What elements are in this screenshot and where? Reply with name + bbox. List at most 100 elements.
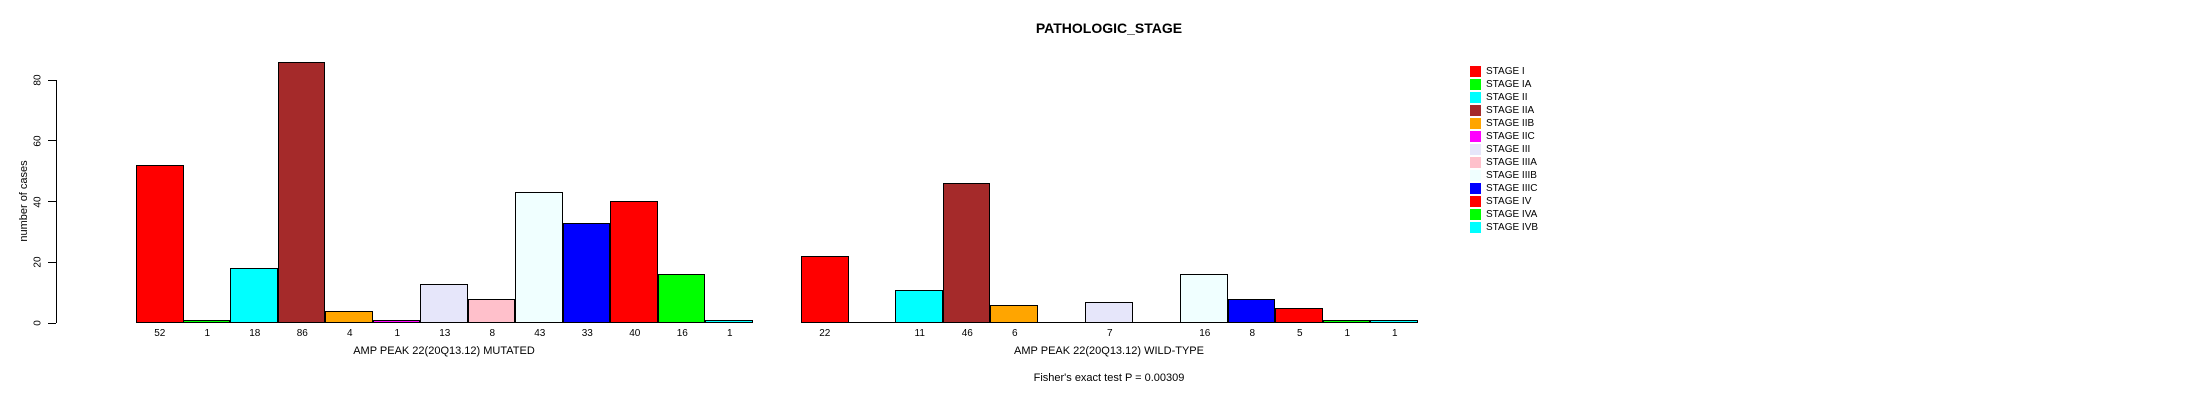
bar-value-label: 7 <box>1106 328 1113 339</box>
bar-value-label <box>1134 328 1182 339</box>
bar-value-label: 11 <box>914 328 925 339</box>
bar-stage-ia <box>182 320 230 323</box>
legend-item: STAGE II <box>1470 91 1538 104</box>
bar-slot <box>230 268 279 323</box>
bar-value-label: 1 <box>1344 328 1351 339</box>
bar-stage-iic <box>372 320 420 323</box>
legend-item: STAGE IA <box>1470 78 1538 91</box>
y-tick <box>48 261 56 263</box>
bar-stage-iii <box>420 284 468 323</box>
legend-swatch <box>1470 144 1481 155</box>
legend-label: STAGE IIIC <box>1486 183 1538 194</box>
bar-stage-iva <box>657 274 705 323</box>
legend-swatch <box>1470 157 1481 168</box>
bar-stage-iiib <box>515 192 563 323</box>
bar-value-label: 1 <box>394 328 401 339</box>
legend-swatch <box>1470 170 1481 181</box>
y-axis-line <box>56 80 57 323</box>
bar-stage-ii <box>230 268 278 323</box>
bar-slot <box>942 183 992 323</box>
bar-value-label: 86 <box>296 328 308 339</box>
bar-value-label <box>849 328 897 339</box>
fisher-test-note: Fisher's exact test P = 0.00309 <box>1033 372 1185 384</box>
legend-item: STAGE III <box>1470 143 1538 156</box>
bar-value-label: 43 <box>534 328 546 339</box>
bar-stage-ii <box>895 290 943 323</box>
bar-slot <box>1085 302 1134 323</box>
legend-item: STAGE I <box>1470 65 1538 78</box>
bar-slot <box>990 305 1039 323</box>
bar-value-label: 1 <box>726 328 733 339</box>
bar-stage-iic <box>1037 322 1085 323</box>
bar-slot <box>705 320 754 323</box>
bar-value-label: 16 <box>676 328 688 339</box>
legend-label: STAGE I <box>1486 66 1525 77</box>
y-tick <box>48 322 56 324</box>
bar-stage-ivb <box>1370 320 1418 323</box>
bar-stage-iva <box>1322 320 1370 323</box>
bar-stage-ia <box>847 322 895 323</box>
bar-slot <box>467 299 517 323</box>
bar-value-label: 6 <box>1011 328 1018 339</box>
y-axis-title-text: number of cases <box>18 160 30 242</box>
bar-stage-iiib <box>1180 274 1228 323</box>
bar-slot <box>515 192 564 323</box>
bar-slot <box>1180 274 1229 323</box>
bar-stage-iia <box>277 62 325 323</box>
bar-slot <box>1370 320 1419 323</box>
bar-slot <box>1227 299 1277 323</box>
bar-slot <box>372 320 422 323</box>
y-tick <box>48 79 56 81</box>
bar-slot <box>325 311 374 323</box>
bar-stage-i <box>136 165 184 323</box>
bar-value-label: 40 <box>629 328 641 339</box>
bar-value-label: 4 <box>346 328 353 339</box>
bar-slot <box>610 201 659 323</box>
bar-value-label: 1 <box>1391 328 1398 339</box>
legend-label: STAGE II <box>1486 92 1528 103</box>
bar-value-label: 8 <box>489 328 496 339</box>
legend-label: STAGE IIIA <box>1486 157 1537 168</box>
legend-swatch <box>1470 196 1481 207</box>
bar-slot <box>1132 322 1182 323</box>
legend-item: STAGE IIA <box>1470 104 1538 117</box>
legend-item: STAGE IIIA <box>1470 156 1538 169</box>
legend-swatch <box>1470 131 1481 142</box>
x-axis-label-wildtype: AMP PEAK 22(20Q13.12) WILD-TYPE <box>1014 345 1204 357</box>
bar-slot <box>1275 308 1324 323</box>
y-tick-label-text: 20 <box>32 256 44 268</box>
y-tick-label-text: 60 <box>32 135 44 147</box>
bar-slot <box>277 62 327 323</box>
bar-value-label: 52 <box>154 328 166 339</box>
bar-slot <box>1322 320 1372 323</box>
bar-slot <box>182 320 232 323</box>
bar-stage-iib <box>990 305 1038 323</box>
legend-label: STAGE IVB <box>1486 222 1539 233</box>
panel-mutated-value-labels: 52 1 18 86 4 1 13 8 43 33 40 16 1 <box>136 328 754 339</box>
bar-slot <box>562 223 612 323</box>
bar-value-label: 33 <box>581 328 593 339</box>
legend-swatch <box>1470 222 1481 233</box>
bar-stage-iib <box>325 311 373 323</box>
panel-mutated-bars <box>136 40 754 323</box>
bar-slot <box>420 284 469 323</box>
bar-slot <box>801 256 849 323</box>
y-tick-label-text: 0 <box>32 320 44 326</box>
bar-value-label: 18 <box>249 328 261 339</box>
bar-slot <box>895 290 944 323</box>
bar-value-label: 46 <box>961 328 973 339</box>
bar-slot <box>136 165 184 323</box>
legend-swatch <box>1470 79 1481 90</box>
bar-value-label: 8 <box>1249 328 1256 339</box>
bar-slot <box>847 322 897 323</box>
bar-stage-i <box>801 256 849 323</box>
bar-value-label: 1 <box>204 328 211 339</box>
panel-wildtype-value-labels: 22 11 46 6 7 16 8 5 1 1 <box>801 328 1419 339</box>
legend-swatch <box>1470 183 1481 194</box>
y-tick <box>48 140 56 142</box>
legend-swatch <box>1470 66 1481 77</box>
legend-item: STAGE IIC <box>1470 130 1538 143</box>
bar-stage-ivb <box>705 320 753 323</box>
legend-label: STAGE IIB <box>1486 118 1535 129</box>
